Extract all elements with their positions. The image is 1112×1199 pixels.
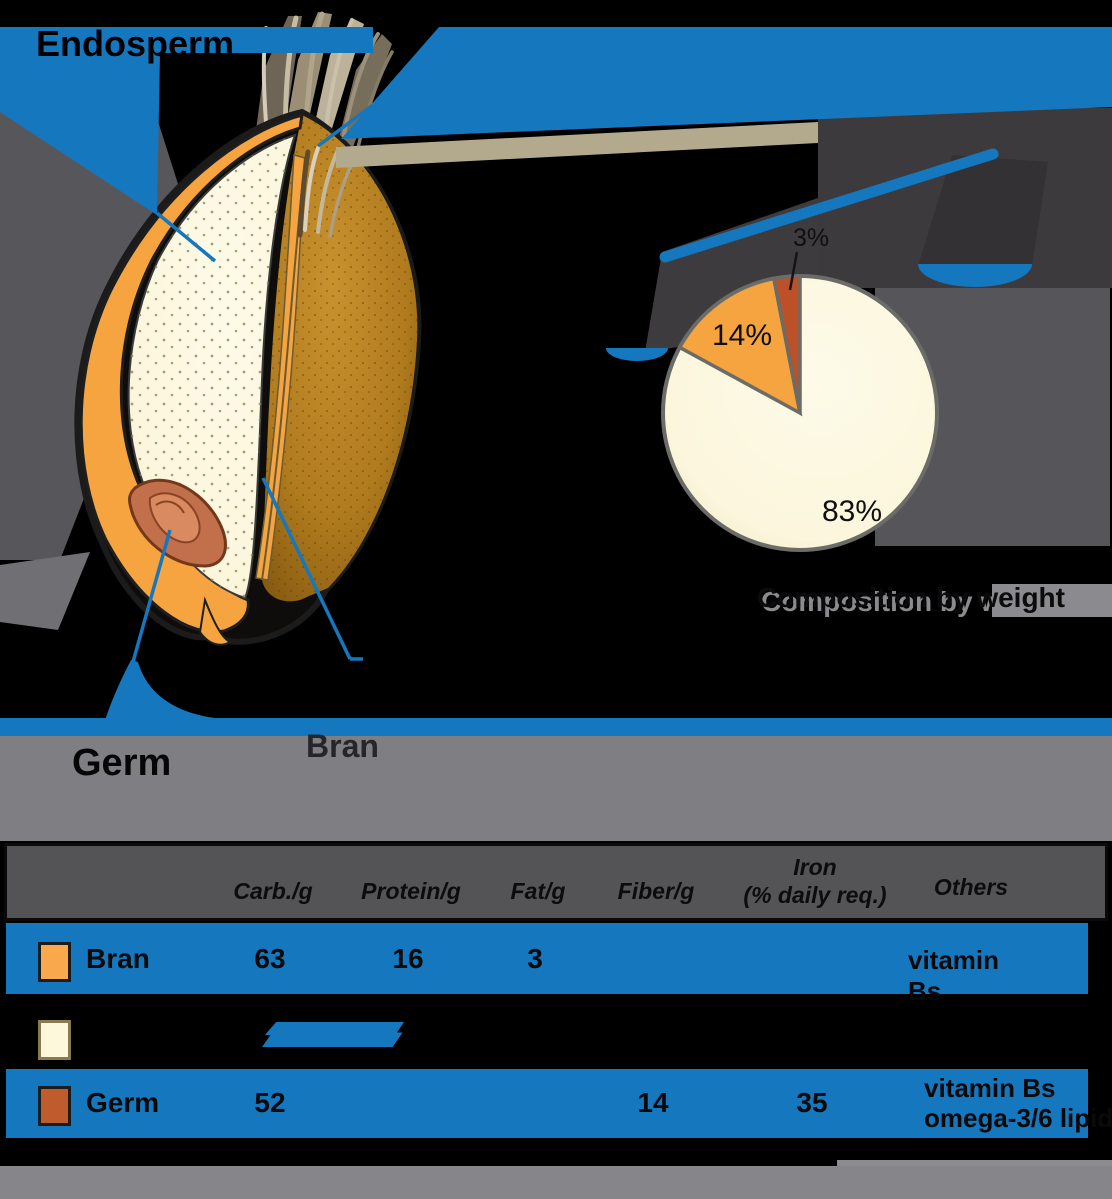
germ-others-line2: omega-3/6 lipids xyxy=(924,1103,1112,1133)
col-header-iron: Iron xyxy=(793,854,837,880)
scale-left-pan xyxy=(606,348,668,361)
pie-slice-bran xyxy=(677,276,803,417)
endosperm-banner xyxy=(0,27,373,53)
germ-iron: 35 xyxy=(796,1087,828,1118)
right-pan-strings-shadow xyxy=(918,155,1048,266)
germ-callout-swoosh xyxy=(100,660,215,737)
table-row-germ: Germ 52 14 35 vitamin Bs omega-3/6 lipid… xyxy=(6,1069,1112,1138)
germ-callout-shadow xyxy=(0,552,90,630)
bran-fat: 3 xyxy=(527,943,543,974)
col-header-protein: Protein/g xyxy=(361,878,461,904)
scale-beam xyxy=(659,148,999,263)
illustration-canvas: Endosperm 3% 14% 83% Composition by weig… xyxy=(0,11,1112,841)
germ-leader-line xyxy=(131,529,172,663)
col-header-fiber: Fiber/g xyxy=(617,878,695,904)
bran-others: vitamin Bs xyxy=(908,945,1000,1006)
brush-leader-line xyxy=(316,53,442,148)
germ-fiber: 14 xyxy=(637,1087,669,1118)
blue-divider-bar xyxy=(0,718,1112,737)
endosperm-leader-line xyxy=(155,211,217,263)
endosperm-banner-label: Endosperm xyxy=(36,23,234,64)
bran-carb: 63 xyxy=(254,943,286,974)
germ-row-label: Germ xyxy=(86,1087,160,1118)
crease-band xyxy=(255,154,306,581)
germ-pct-leader-line xyxy=(788,251,799,291)
bottom-gray-band xyxy=(0,1166,1112,1199)
caption-shadow-bar xyxy=(992,584,1112,617)
pie-caption: Composition by weight xyxy=(757,582,1065,613)
germ-inner xyxy=(148,492,201,544)
pie-label-endosperm: 83% xyxy=(822,495,882,528)
right-banner-khaki-shadow xyxy=(336,122,818,168)
col-header-iron-sub: (% daily req.) xyxy=(743,882,887,908)
shadow-shapes xyxy=(0,108,1112,630)
pie-label-bran: 14% xyxy=(712,319,772,352)
balance-scale-illustration xyxy=(606,148,1032,361)
endosperm-row-highlight-blob xyxy=(262,1022,404,1047)
germ-caption-label: Germ xyxy=(72,742,171,784)
pie-caption-shadow: Composition by weight xyxy=(761,586,1069,617)
col-header-others: Others xyxy=(933,874,1009,900)
table-row-endosperm xyxy=(6,1008,1088,1066)
bottom-callout-band: Germ Bran xyxy=(0,477,1112,841)
germ-carb: 52 xyxy=(254,1087,286,1118)
bran-protein: 16 xyxy=(392,943,424,974)
pie-slice-germ xyxy=(771,274,802,414)
bran-row-label: Bran xyxy=(86,943,150,974)
bran-caption-label: Bran xyxy=(306,728,379,764)
pie-label-germ: 3% xyxy=(793,224,829,252)
table-row-bran: Bran 63 16 3 vitamin Bs xyxy=(6,923,1088,1006)
gray-caption-band xyxy=(0,736,1112,841)
bran-leader-line xyxy=(261,477,352,660)
scale-right-pan xyxy=(918,264,1032,287)
kernel-tail xyxy=(198,596,233,646)
germ-swirl xyxy=(155,500,185,514)
germ-swatch xyxy=(38,1086,71,1126)
callouts: Endosperm xyxy=(0,23,1112,263)
table-header: Carb./g Protein/g Fat/g Fiber/g Iron (% … xyxy=(4,843,1108,921)
bran-swatch xyxy=(38,942,71,982)
pie-chart: 3% 14% 83% Composition by weight Composi… xyxy=(661,224,1069,617)
endosperm-swatch xyxy=(38,1020,71,1060)
col-header-carb: Carb./g xyxy=(233,878,313,904)
col-header-fat: Fat/g xyxy=(510,878,566,904)
wheat-kernel-illustration xyxy=(74,108,422,646)
germ-others-line1: vitamin Bs xyxy=(924,1073,1056,1103)
right-banner xyxy=(341,27,1112,139)
endosperm-banner-beak xyxy=(0,53,160,215)
